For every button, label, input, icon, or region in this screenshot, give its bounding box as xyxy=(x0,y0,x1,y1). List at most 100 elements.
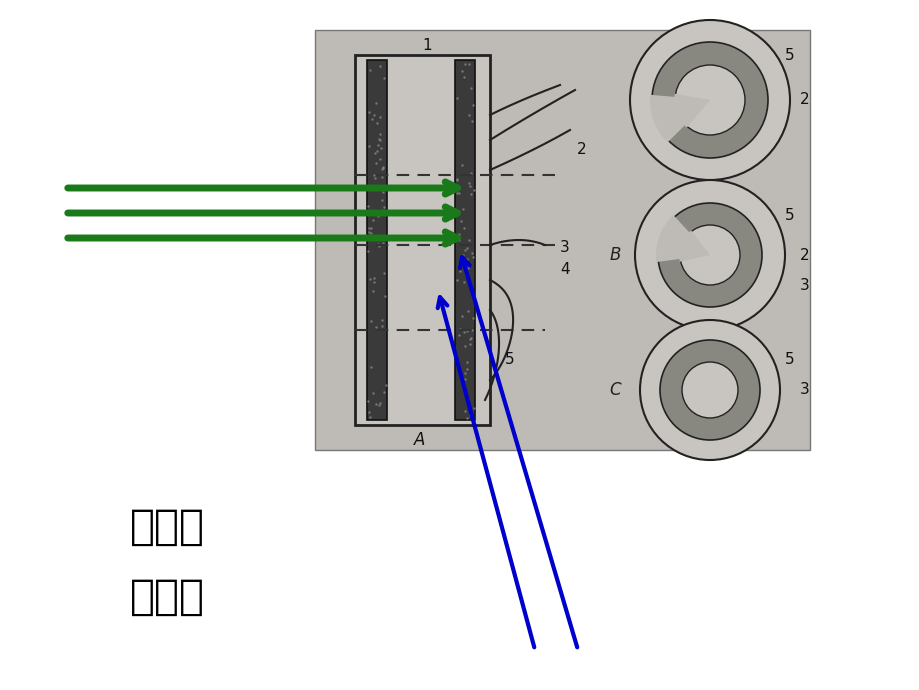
Point xyxy=(362,89,377,100)
Circle shape xyxy=(675,65,744,135)
Point xyxy=(373,354,388,365)
Text: 2: 2 xyxy=(800,248,809,262)
Text: B: B xyxy=(608,246,620,264)
Point xyxy=(376,103,391,114)
Point xyxy=(368,123,382,134)
Point xyxy=(466,304,481,315)
Wedge shape xyxy=(674,94,709,128)
Point xyxy=(458,248,472,259)
Circle shape xyxy=(634,180,784,330)
Point xyxy=(461,280,476,291)
Point xyxy=(365,143,380,154)
Point xyxy=(453,282,468,293)
Text: 1: 1 xyxy=(422,37,431,52)
Point xyxy=(457,130,471,141)
Point xyxy=(369,70,383,81)
Text: 3: 3 xyxy=(800,277,809,293)
Point xyxy=(373,116,388,127)
Text: 5: 5 xyxy=(784,353,794,368)
Point xyxy=(456,128,471,139)
Circle shape xyxy=(679,225,739,285)
Point xyxy=(458,112,472,123)
Point xyxy=(370,266,385,277)
Point xyxy=(361,72,376,83)
Point xyxy=(370,370,385,381)
Point xyxy=(458,124,472,135)
Point xyxy=(362,354,377,365)
Point xyxy=(375,212,390,223)
Point xyxy=(365,190,380,201)
Point xyxy=(369,79,384,90)
Point xyxy=(369,184,383,195)
Point xyxy=(463,130,478,141)
Bar xyxy=(355,55,490,425)
Point xyxy=(460,350,474,361)
Point xyxy=(464,172,479,183)
Point xyxy=(456,217,471,228)
Point xyxy=(462,384,477,395)
Point xyxy=(454,228,469,239)
Point xyxy=(450,259,465,270)
Point xyxy=(457,57,471,68)
Point xyxy=(372,406,387,417)
Point xyxy=(369,222,384,233)
Point xyxy=(368,358,382,369)
Point xyxy=(375,98,390,109)
Point xyxy=(369,397,384,408)
Point xyxy=(461,410,476,421)
Point xyxy=(368,210,382,221)
Point xyxy=(366,123,380,134)
Text: 4: 4 xyxy=(560,262,569,277)
Point xyxy=(372,213,387,224)
Point xyxy=(452,284,467,295)
Wedge shape xyxy=(650,95,709,142)
Point xyxy=(455,242,470,253)
Point xyxy=(448,194,463,205)
Point xyxy=(459,235,473,246)
Point xyxy=(377,133,391,144)
Point xyxy=(458,112,472,124)
Point xyxy=(369,144,384,155)
Point xyxy=(450,336,465,347)
Point xyxy=(455,64,470,75)
Point xyxy=(452,394,467,405)
Point xyxy=(366,205,380,216)
Text: A: A xyxy=(414,431,425,449)
Point xyxy=(450,310,465,322)
Point xyxy=(368,63,382,75)
Point xyxy=(453,144,468,155)
Point xyxy=(462,299,477,310)
Point xyxy=(364,323,379,334)
Point xyxy=(451,347,466,358)
Text: 叶隙：: 叶隙： xyxy=(130,576,205,618)
Point xyxy=(366,309,380,320)
Point xyxy=(460,159,474,170)
Point xyxy=(461,308,476,319)
Point xyxy=(371,205,386,216)
Point xyxy=(460,397,475,408)
Point xyxy=(370,288,385,299)
Point xyxy=(373,250,388,262)
Point xyxy=(373,165,388,176)
Point xyxy=(464,400,479,411)
Point xyxy=(360,293,375,304)
Circle shape xyxy=(630,20,789,180)
Point xyxy=(369,184,383,195)
Wedge shape xyxy=(678,230,709,262)
Point xyxy=(455,76,470,87)
Point xyxy=(374,59,389,70)
Point xyxy=(458,317,472,328)
Text: 叶迹：: 叶迹： xyxy=(130,506,205,548)
Point xyxy=(375,152,390,164)
Point xyxy=(449,306,464,317)
Text: 5: 5 xyxy=(784,208,794,222)
Point xyxy=(462,282,477,293)
Point xyxy=(451,114,466,125)
Circle shape xyxy=(659,340,759,440)
Point xyxy=(361,254,376,265)
Text: 2: 2 xyxy=(800,92,809,108)
Point xyxy=(366,128,380,139)
Bar xyxy=(367,60,387,420)
Point xyxy=(374,210,389,221)
Point xyxy=(378,183,392,194)
